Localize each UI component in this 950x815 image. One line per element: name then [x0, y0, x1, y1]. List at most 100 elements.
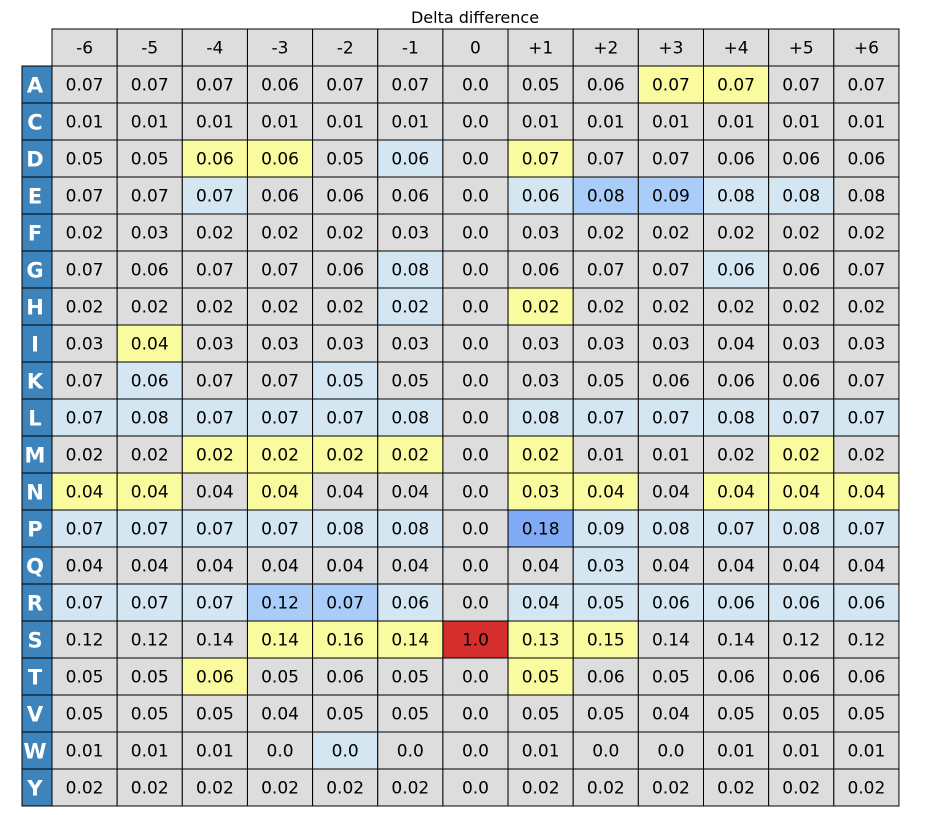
heatmap-cell-value: 0.12	[782, 631, 820, 651]
heatmap-cell-value: 0.07	[391, 76, 429, 96]
heatmap-cell-value: 0.07	[847, 261, 885, 281]
heatmap-cell-value: 0.06	[326, 668, 364, 688]
heatmap-cell-value: 0.02	[66, 224, 104, 244]
heatmap-cell-value: 0.02	[587, 224, 625, 244]
column-header-label: +6	[854, 39, 879, 59]
heatmap-cell-value: 0.04	[717, 483, 755, 503]
heatmap-cell	[116, 213, 183, 252]
heatmap-cell-value: 0.02	[261, 446, 299, 466]
heatmap-cell-value: 0.05	[66, 668, 104, 688]
heatmap-cell-value: 0.02	[522, 446, 560, 466]
heatmap-cell	[116, 768, 183, 807]
heatmap-cell	[833, 176, 900, 215]
column-header-label: -2	[337, 39, 354, 59]
heatmap-cell-value: 0.07	[326, 409, 364, 429]
heatmap-cell	[637, 213, 704, 252]
heatmap-cell	[637, 324, 704, 363]
heatmap-cell-value: 0.05	[717, 705, 755, 725]
heatmap-cell-value: 0.03	[587, 335, 625, 355]
row-label-cell	[21, 620, 53, 659]
heatmap-cell-value: 0.02	[196, 779, 234, 799]
heatmap-cell	[51, 361, 118, 400]
heatmap-cell	[833, 472, 900, 511]
column-header-label: +1	[528, 39, 553, 59]
column-header-cell	[507, 28, 574, 67]
heatmap-cell	[507, 324, 574, 363]
heatmap-cell-value: 0.07	[717, 520, 755, 540]
heatmap-cell-value: 0.07	[782, 409, 820, 429]
heatmap-cell-value: 0.01	[522, 742, 560, 762]
heatmap-cell-value: 0.06	[717, 261, 755, 281]
heatmap-cell-value: 0.0	[462, 594, 489, 614]
heatmap-cell-value: 0.04	[66, 483, 104, 503]
heatmap-cell	[703, 102, 770, 141]
row-label-cell	[21, 139, 53, 178]
heatmap-cell	[768, 472, 835, 511]
heatmap-cell-value: 0.0	[592, 742, 619, 762]
heatmap-cell-value: 0.02	[717, 779, 755, 799]
heatmap-cell-value: 0.09	[652, 187, 690, 207]
heatmap-cell-value: 0.02	[587, 298, 625, 318]
heatmap-cell-value: 0.12	[131, 631, 169, 651]
row-label-cell	[21, 731, 53, 770]
heatmap-cell-value: 0.02	[326, 446, 364, 466]
heatmap-cell-value: 0.06	[131, 372, 169, 392]
heatmap-cell	[377, 176, 444, 215]
heatmap-cell-value: 0.07	[66, 409, 104, 429]
heatmap-cell	[703, 250, 770, 289]
heatmap-cell	[116, 361, 183, 400]
heatmap-cell-value: 0.05	[196, 705, 234, 725]
heatmap-cell-value: 0.04	[261, 557, 299, 577]
heatmap-cell	[51, 324, 118, 363]
heatmap-cell-value: 0.06	[587, 76, 625, 96]
heatmap-cell-value: 0.0	[462, 409, 489, 429]
heatmap-cell	[442, 361, 509, 400]
heatmap-cell-value: 0.05	[522, 668, 560, 688]
heatmap-cell	[507, 102, 574, 141]
heatmap-cell-value: 0.07	[261, 520, 299, 540]
heatmap-cell	[377, 731, 444, 770]
heatmap-cell-value: 0.07	[652, 409, 690, 429]
heatmap-cell-value: 0.06	[326, 261, 364, 281]
heatmap-cell-value: 0.06	[782, 150, 820, 170]
chart-title: Delta difference	[410, 8, 540, 27]
heatmap-cell	[51, 509, 118, 548]
heatmap-cell	[833, 657, 900, 696]
heatmap-cell-value: 0.01	[66, 113, 104, 133]
heatmap-cell	[116, 176, 183, 215]
heatmap-cell	[116, 509, 183, 548]
heatmap-cell-value: 0.07	[587, 150, 625, 170]
heatmap-cell-value: 0.01	[652, 446, 690, 466]
heatmap-cell	[312, 620, 379, 659]
column-header-label: -6	[76, 39, 93, 59]
heatmap-cell-value: 0.05	[782, 705, 820, 725]
heatmap-cell-value: 0.05	[391, 668, 429, 688]
heatmap-cell-value: 0.03	[131, 224, 169, 244]
heatmap-cell-value: 1.0	[462, 631, 489, 651]
heatmap-cell-value: 0.08	[782, 520, 820, 540]
row-label: M	[25, 444, 46, 468]
heatmap-cell-value: 0.07	[261, 261, 299, 281]
heatmap-cell-value: 0.07	[131, 594, 169, 614]
heatmap-cell-value: 0.05	[326, 705, 364, 725]
heatmap-cell-value: 0.08	[522, 409, 560, 429]
heatmap-cell-value: 0.14	[261, 631, 299, 651]
heatmap-cell	[246, 324, 314, 363]
heatmap-cell-value: 0.07	[66, 372, 104, 392]
heatmap-cell	[51, 657, 118, 696]
heatmap-cell-value: 0.02	[196, 298, 234, 318]
heatmap-cell-value: 0.02	[652, 224, 690, 244]
heatmap-cell-value: 0.08	[652, 520, 690, 540]
heatmap-cell	[833, 398, 900, 437]
heatmap-cell	[833, 509, 900, 548]
heatmap-cell	[703, 139, 770, 178]
heatmap-cell-value: 0.02	[587, 779, 625, 799]
heatmap-cell	[703, 657, 770, 696]
heatmap-cell-value: 0.02	[847, 298, 885, 318]
heatmap-cell-value: 0.03	[652, 335, 690, 355]
column-header-cell	[833, 28, 900, 67]
heatmap-cell-value: 0.06	[782, 668, 820, 688]
column-header-cell	[768, 28, 835, 67]
heatmap-cell	[442, 731, 509, 770]
heatmap-cell-value: 0.0	[462, 150, 489, 170]
